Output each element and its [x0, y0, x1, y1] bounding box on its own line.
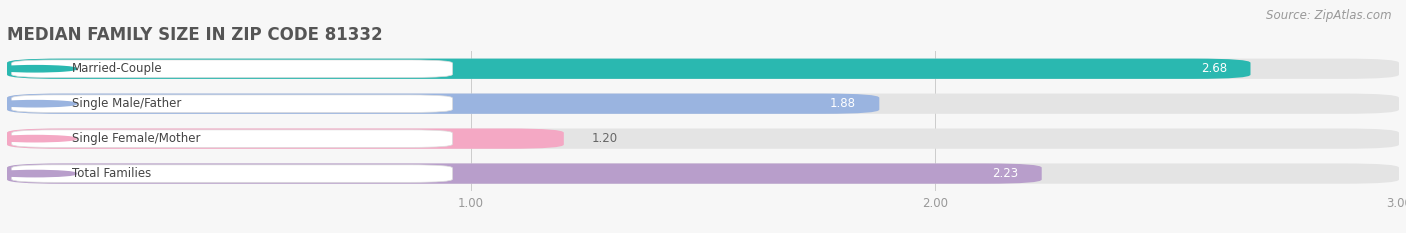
- Circle shape: [0, 136, 77, 142]
- Text: Total Families: Total Families: [72, 167, 152, 180]
- FancyBboxPatch shape: [7, 129, 564, 149]
- FancyBboxPatch shape: [7, 93, 879, 114]
- FancyBboxPatch shape: [7, 59, 1399, 79]
- Circle shape: [0, 66, 77, 72]
- Text: Single Male/Father: Single Male/Father: [72, 97, 181, 110]
- Text: Source: ZipAtlas.com: Source: ZipAtlas.com: [1267, 9, 1392, 22]
- FancyBboxPatch shape: [7, 164, 1042, 184]
- Text: 1.88: 1.88: [830, 97, 856, 110]
- FancyBboxPatch shape: [11, 165, 453, 182]
- FancyBboxPatch shape: [11, 95, 453, 113]
- Circle shape: [0, 101, 77, 107]
- FancyBboxPatch shape: [7, 93, 1399, 114]
- FancyBboxPatch shape: [7, 59, 1250, 79]
- Text: 2.23: 2.23: [993, 167, 1018, 180]
- Text: 2.68: 2.68: [1201, 62, 1227, 75]
- Circle shape: [0, 171, 77, 177]
- Text: Married-Couple: Married-Couple: [72, 62, 163, 75]
- Text: 1.20: 1.20: [592, 132, 617, 145]
- FancyBboxPatch shape: [11, 130, 453, 147]
- Text: Single Female/Mother: Single Female/Mother: [72, 132, 201, 145]
- FancyBboxPatch shape: [7, 129, 1399, 149]
- Text: MEDIAN FAMILY SIZE IN ZIP CODE 81332: MEDIAN FAMILY SIZE IN ZIP CODE 81332: [7, 26, 382, 44]
- FancyBboxPatch shape: [11, 60, 453, 77]
- FancyBboxPatch shape: [7, 164, 1399, 184]
